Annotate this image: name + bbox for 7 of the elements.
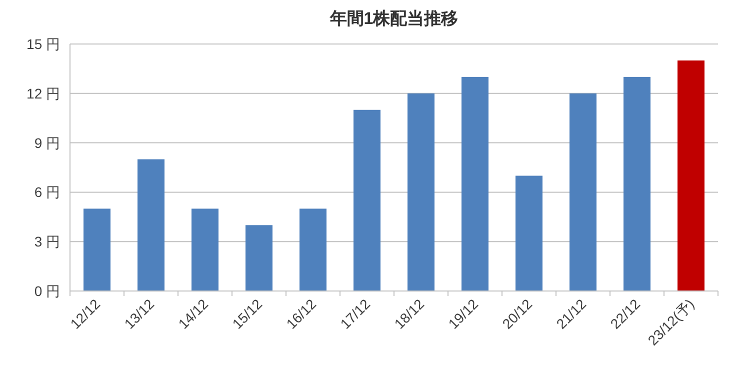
y-tick-label: 3 円 <box>34 234 60 250</box>
chart-title: 年間1株配当推移 <box>328 9 458 28</box>
y-tick-label: 6 円 <box>34 184 60 200</box>
y-tick-label: 9 円 <box>34 134 60 151</box>
y-tick-label: 12 円 <box>26 85 60 102</box>
y-tick-label: 0 円 <box>34 283 60 299</box>
y-tick-label: 15 円 <box>26 36 60 52</box>
